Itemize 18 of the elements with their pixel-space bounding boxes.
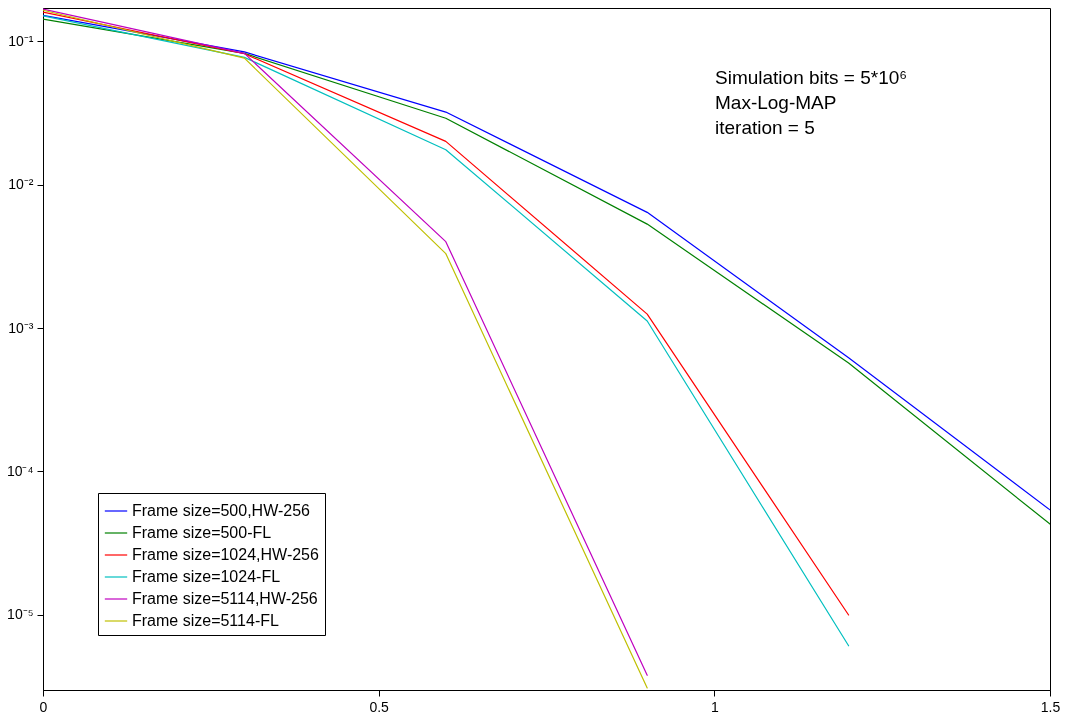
x-tick-label: 0 [39, 698, 48, 715]
legend-label: Frame size=1024,HW-256 [132, 546, 319, 563]
annotation: Max-Log-MAP [715, 92, 837, 113]
y-tick-label: 10⁻² [8, 176, 34, 193]
legend-label: Frame size=5114-FL [132, 612, 279, 629]
x-tick-label: 1.5 [1040, 698, 1061, 715]
annotation: Simulation bits = 5*10⁶ [715, 67, 908, 88]
legend-label: Frame size=1024-FL [132, 568, 281, 585]
legend-label: Frame size=5114,HW-256 [132, 590, 318, 607]
y-tick-label: 10⁻⁴ [6, 463, 34, 479]
x-tick-label: 1 [710, 698, 719, 715]
y-tick-label: 10⁻⁵ [7, 606, 34, 623]
legend-label: Frame size=500,HW-256 [132, 502, 311, 519]
annotation: iteration = 5 [715, 117, 815, 138]
y-tick-label: 10⁻³ [8, 319, 34, 336]
legend-label: Frame size=500-FL [132, 524, 272, 541]
y-tick-label: 10⁻¹ [8, 32, 34, 49]
x-tick-label: 0.5 [369, 698, 390, 715]
